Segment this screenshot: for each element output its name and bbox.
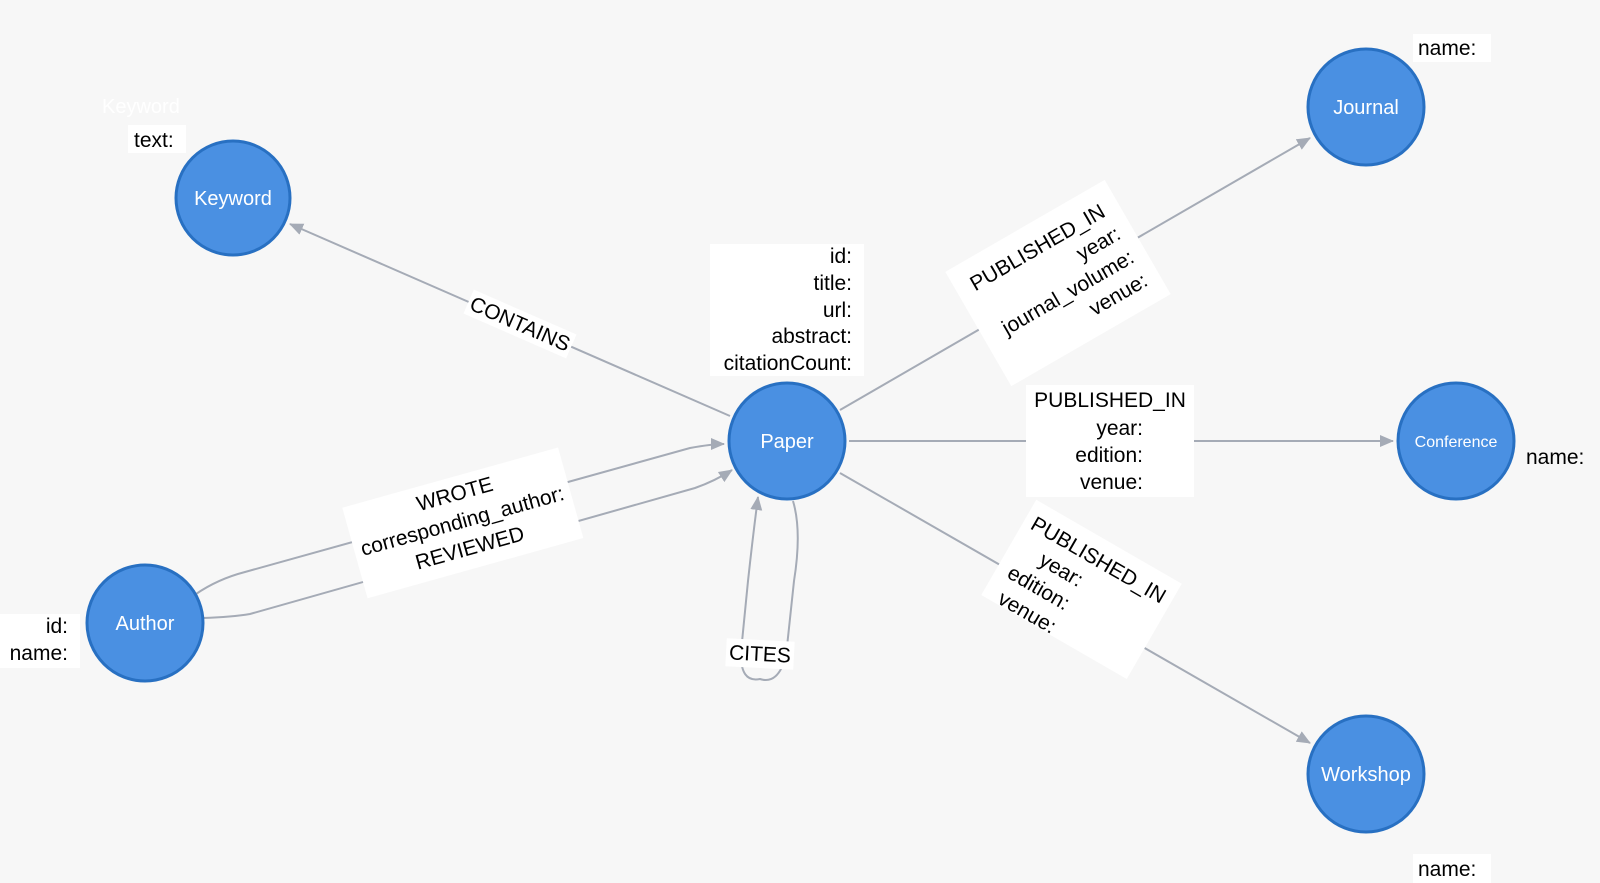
node-caption-keyword: Keyword — [102, 96, 180, 118]
node-prop-title: title: — [813, 272, 852, 295]
node-prop-name: name: — [10, 642, 68, 665]
edge-published-in-conference[interactable]: PUBLISHED_IN year: edition: venue: — [849, 385, 1394, 497]
node-author[interactable]: id: name: Author — [0, 563, 205, 683]
node-prop-abstract: abstract: — [771, 325, 852, 348]
node-label-workshop: Workshop — [1321, 764, 1411, 786]
node-prop-text: text: — [134, 129, 174, 152]
node-label-keyword: Keyword — [194, 188, 272, 210]
node-keyword[interactable]: Keyword text: Keyword — [102, 96, 292, 257]
node-label-paper: Paper — [760, 431, 814, 453]
node-label-conference: Conference — [1415, 434, 1498, 451]
node-journal[interactable]: name: Journal — [1306, 34, 1491, 167]
node-label-author: Author — [116, 613, 175, 635]
edge-prop-edition: edition: — [1075, 444, 1143, 467]
edge-cites[interactable]: CITES — [725, 496, 799, 681]
edge-prop-venue: venue: — [1080, 471, 1143, 494]
node-paper[interactable]: id: title: url: abstract: citationCount:… — [710, 244, 864, 501]
edge-label-cites: CITES — [728, 641, 791, 667]
edge-label-published-in-conference: PUBLISHED_IN — [1034, 389, 1186, 412]
edge-contains[interactable]: CONTAINS — [289, 223, 731, 417]
node-prop-id: id: — [830, 245, 852, 268]
node-conference[interactable]: name: Conference — [1396, 381, 1584, 501]
node-workshop[interactable]: Workshop name: — [1306, 714, 1491, 883]
node-prop-citation-count: citationCount: — [724, 352, 852, 375]
edge-published-in-workshop[interactable]: PUBLISHED_IN year: edition: venue: — [839, 472, 1311, 744]
node-prop-name: name: — [1418, 37, 1476, 60]
edge-prop-year: year: — [1096, 417, 1143, 440]
edge-published-in-journal[interactable]: PUBLISHED_IN year: journal_volume: venue… — [839, 137, 1311, 411]
node-prop-id: id: — [46, 615, 68, 638]
node-prop-url: url: — [823, 299, 852, 322]
edge-label-contains: CONTAINS — [466, 293, 573, 357]
node-prop-name: name: — [1526, 446, 1584, 469]
node-prop-name: name: — [1418, 858, 1476, 881]
node-label-journal: Journal — [1333, 97, 1399, 119]
